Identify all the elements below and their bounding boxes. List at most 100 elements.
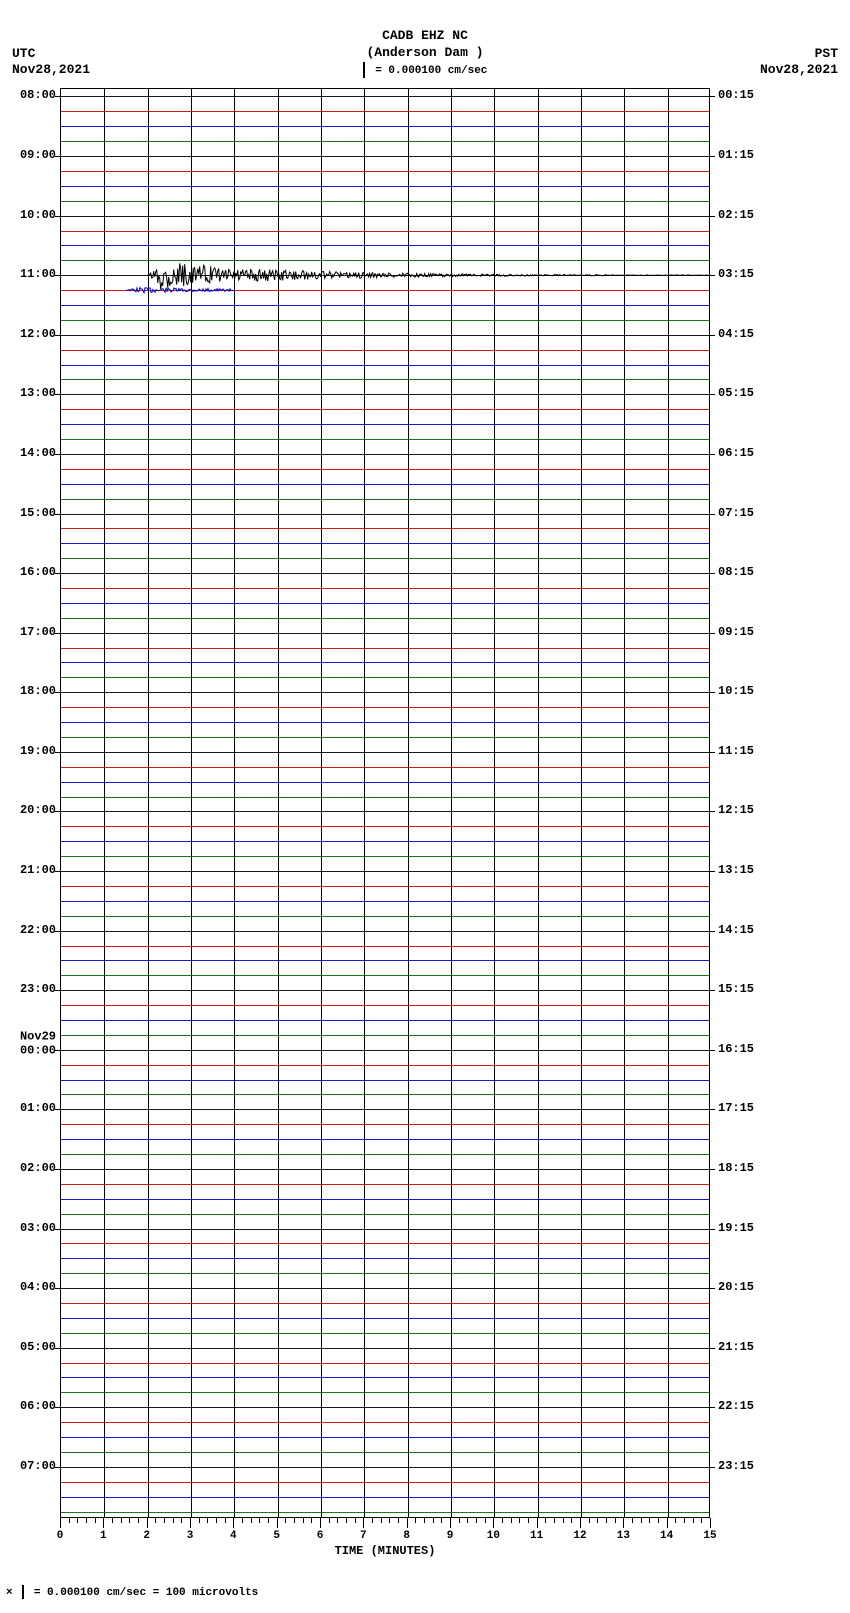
x-tick-minor [684,1518,685,1523]
footer-bar-icon [22,1585,24,1599]
right-hour-label: 12:15 [718,803,754,817]
right-hour-label: 23:15 [718,1459,754,1473]
scale-bar-icon [363,62,365,78]
right-hour-label: 19:15 [718,1221,754,1235]
left-hour-label: 10:00 [20,208,56,222]
right-hour-label: 21:15 [718,1340,754,1354]
x-tick-minor [606,1518,607,1523]
footer-text: = 0.000100 cm/sec = 100 microvolts [34,1587,258,1599]
station-location: (Anderson Dam ) [0,45,850,62]
timezone-right: PST Nov28,2021 [760,46,838,77]
x-tick-minor [433,1518,434,1523]
left-hour-label: 01:00 [20,1101,56,1115]
x-tick-minor [597,1518,598,1523]
x-tick-major [190,1518,191,1528]
x-tick-minor [389,1518,390,1523]
right-hour-label: 05:15 [718,386,754,400]
x-tick-minor [138,1518,139,1523]
left-hour-label: 07:00 [20,1459,56,1473]
x-tick-minor [571,1518,572,1523]
x-tick-minor [129,1518,130,1523]
x-tick-minor [424,1518,425,1523]
footer-prefix: × [6,1587,13,1599]
x-tick-minor [398,1518,399,1523]
x-tick-minor [649,1518,650,1523]
x-tick-label: 10 [487,1530,500,1542]
station-code: CADB EHZ NC [0,28,850,45]
x-tick-minor [242,1518,243,1523]
x-tick-minor [216,1518,217,1523]
right-hour-labels: 00:1501:1502:1503:1504:1505:1506:1507:15… [714,88,794,1518]
x-tick-label: 8 [403,1530,410,1542]
left-hour-label: 09:00 [20,148,56,162]
x-tick-minor [77,1518,78,1523]
tz-right-tz: PST [760,46,838,62]
timezone-left: UTC Nov28,2021 [12,46,90,77]
x-tick-minor [545,1518,546,1523]
x-tick-major [103,1518,104,1528]
right-hour-label: 16:15 [718,1042,754,1056]
x-tick-major [580,1518,581,1528]
seismic-event [61,89,711,1519]
x-tick-major [710,1518,711,1528]
x-tick-minor [259,1518,260,1523]
x-tick-minor [441,1518,442,1523]
right-hour-label: 00:15 [718,88,754,102]
x-tick-label: 4 [230,1530,237,1542]
x-tick-major [450,1518,451,1528]
left-hour-label: 05:00 [20,1340,56,1354]
x-tick-minor [563,1518,564,1523]
x-tick-major [623,1518,624,1528]
x-tick-label: 3 [187,1530,194,1542]
x-tick-minor [485,1518,486,1523]
x-tick-minor [207,1518,208,1523]
x-tick-minor [528,1518,529,1523]
tz-right-date: Nov28,2021 [760,62,838,78]
left-hour-label: 20:00 [20,803,56,817]
x-tick-minor [519,1518,520,1523]
x-tick-major [233,1518,234,1528]
left-hour-label: 16:00 [20,565,56,579]
chart-header: CADB EHZ NC (Anderson Dam ) [0,28,850,62]
x-tick-minor [181,1518,182,1523]
right-hour-label: 08:15 [718,565,754,579]
right-hour-label: 02:15 [718,208,754,222]
x-tick-minor [372,1518,373,1523]
right-hour-label: 13:15 [718,863,754,877]
x-tick-minor [693,1518,694,1523]
left-hour-label: 04:00 [20,1280,56,1294]
x-tick-minor [502,1518,503,1523]
left-hour-labels: 08:0009:0010:0011:0012:0013:0014:0015:00… [0,88,58,1518]
right-hour-label: 18:15 [718,1161,754,1175]
tz-left-tz: UTC [12,46,90,62]
right-hour-label: 01:15 [718,148,754,162]
right-hour-label: 09:15 [718,625,754,639]
x-tick-minor [225,1518,226,1523]
left-hour-label: 13:00 [20,386,56,400]
right-hour-label: 11:15 [718,744,754,758]
left-hour-label: 14:00 [20,446,56,460]
x-tick-major [320,1518,321,1528]
x-tick-minor [381,1518,382,1523]
tz-left-date: Nov28,2021 [12,62,90,78]
x-tick-minor [155,1518,156,1523]
x-tick-minor [346,1518,347,1523]
x-tick-minor [658,1518,659,1523]
x-tick-label: 15 [703,1530,716,1542]
left-hour-label: 06:00 [20,1399,56,1413]
right-hour-label: 22:15 [718,1399,754,1413]
left-hour-label: 15:00 [20,506,56,520]
x-tick-major [277,1518,278,1528]
right-hour-label: 14:15 [718,923,754,937]
x-tick-major [493,1518,494,1528]
left-hour-label: 02:00 [20,1161,56,1175]
x-tick-minor [675,1518,676,1523]
x-tick-minor [632,1518,633,1523]
x-tick-minor [121,1518,122,1523]
x-tick-label: 14 [660,1530,673,1542]
x-tick-major [60,1518,61,1528]
right-hour-label: 17:15 [718,1101,754,1115]
seismogram-plot [60,88,710,1518]
right-hour-label: 10:15 [718,684,754,698]
x-tick-label: 13 [617,1530,630,1542]
